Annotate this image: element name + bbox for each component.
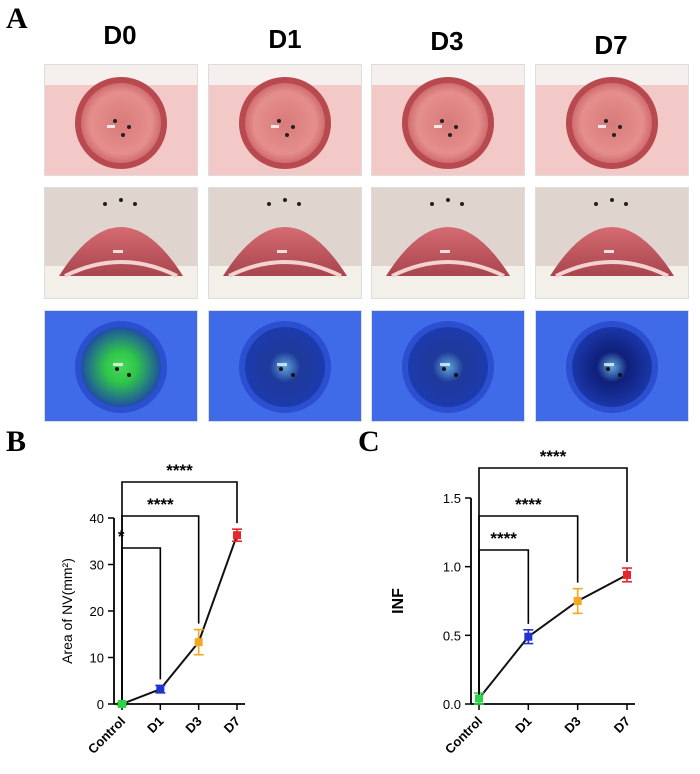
data-point: [194, 638, 203, 647]
photo-eye-side-d3: [371, 187, 525, 299]
panel-label-a: A: [6, 2, 28, 35]
series-line: [478, 574, 628, 700]
x-tick-label: D1: [144, 714, 166, 736]
significance-label: ****: [515, 495, 542, 514]
significance-bracket: [478, 549, 530, 695]
column-header-d3: D3: [430, 26, 464, 56]
y-tick-label: 1.0: [443, 560, 461, 575]
y-axis-label: INF: [390, 588, 407, 614]
photo-eye-side-d1: [208, 187, 362, 299]
x-tick-label: D7: [611, 714, 633, 736]
chart-b: 0 10 20 30 40 Control D1 D3 D7 Area of NV(mm²) ***…: [59, 461, 245, 757]
y-tick-label: 10: [90, 651, 104, 666]
y-tick-label: 30: [90, 558, 104, 573]
panel-label-b: B: [6, 425, 27, 458]
photo-eye-front-d0: [44, 64, 198, 176]
photo-eye-front-d7: [535, 64, 689, 176]
y-tick-label: 20: [90, 604, 104, 619]
photo-eye-side-d7: [535, 187, 689, 299]
data-point: [573, 597, 582, 605]
photo-eye-fluorescein-d3: [371, 310, 525, 422]
x-tick-label: D3: [561, 714, 583, 736]
data-point: [623, 570, 631, 579]
x-tick-label: D1: [512, 714, 534, 736]
x-tick-label: Control: [442, 714, 485, 757]
y-tick-label: 0.5: [443, 628, 461, 643]
x-tick-label: Control: [85, 714, 128, 757]
chart-c: 0.0 0.5 1.0 1.5 Control D1 D3 D7 INF **** **** ****: [390, 447, 635, 757]
significance-bracket: [121, 547, 162, 700]
data-point: [156, 685, 165, 694]
y-tick-label: 0: [97, 697, 104, 712]
y-axis-label: Area of NV(mm²): [59, 558, 75, 664]
photo-eye-side-d0: [44, 187, 198, 299]
photo-eye-fluorescein-d0: [44, 310, 198, 422]
data-point: [233, 531, 241, 540]
y-tick-label: 1.5: [443, 491, 461, 506]
photo-eye-front-d1: [208, 64, 362, 176]
x-tick-label: D3: [182, 714, 204, 736]
significance-label: ****: [490, 529, 517, 548]
significance-bracket: [121, 481, 238, 700]
data-point: [475, 694, 483, 703]
column-header-d1: D1: [268, 24, 302, 54]
significance-label: ****: [166, 461, 193, 480]
y-tick-label: 0.0: [443, 697, 461, 712]
significance-label: ****: [147, 495, 174, 514]
x-tick-label: D7: [221, 714, 243, 736]
photo-eye-fluorescein-d1: [208, 310, 362, 422]
data-point: [524, 632, 533, 641]
data-point: [118, 700, 126, 708]
significance-bracket: [478, 467, 628, 695]
column-header-d0: D0: [103, 20, 137, 50]
series-line: [121, 534, 238, 705]
y-tick-label: 40: [90, 511, 104, 526]
photo-eye-front-d3: [371, 64, 525, 176]
column-header-d7: D7: [594, 30, 628, 60]
panel-label-c: C: [358, 425, 380, 458]
photo-eye-fluorescein-d7: [535, 310, 689, 422]
significance-label: ****: [540, 447, 567, 466]
